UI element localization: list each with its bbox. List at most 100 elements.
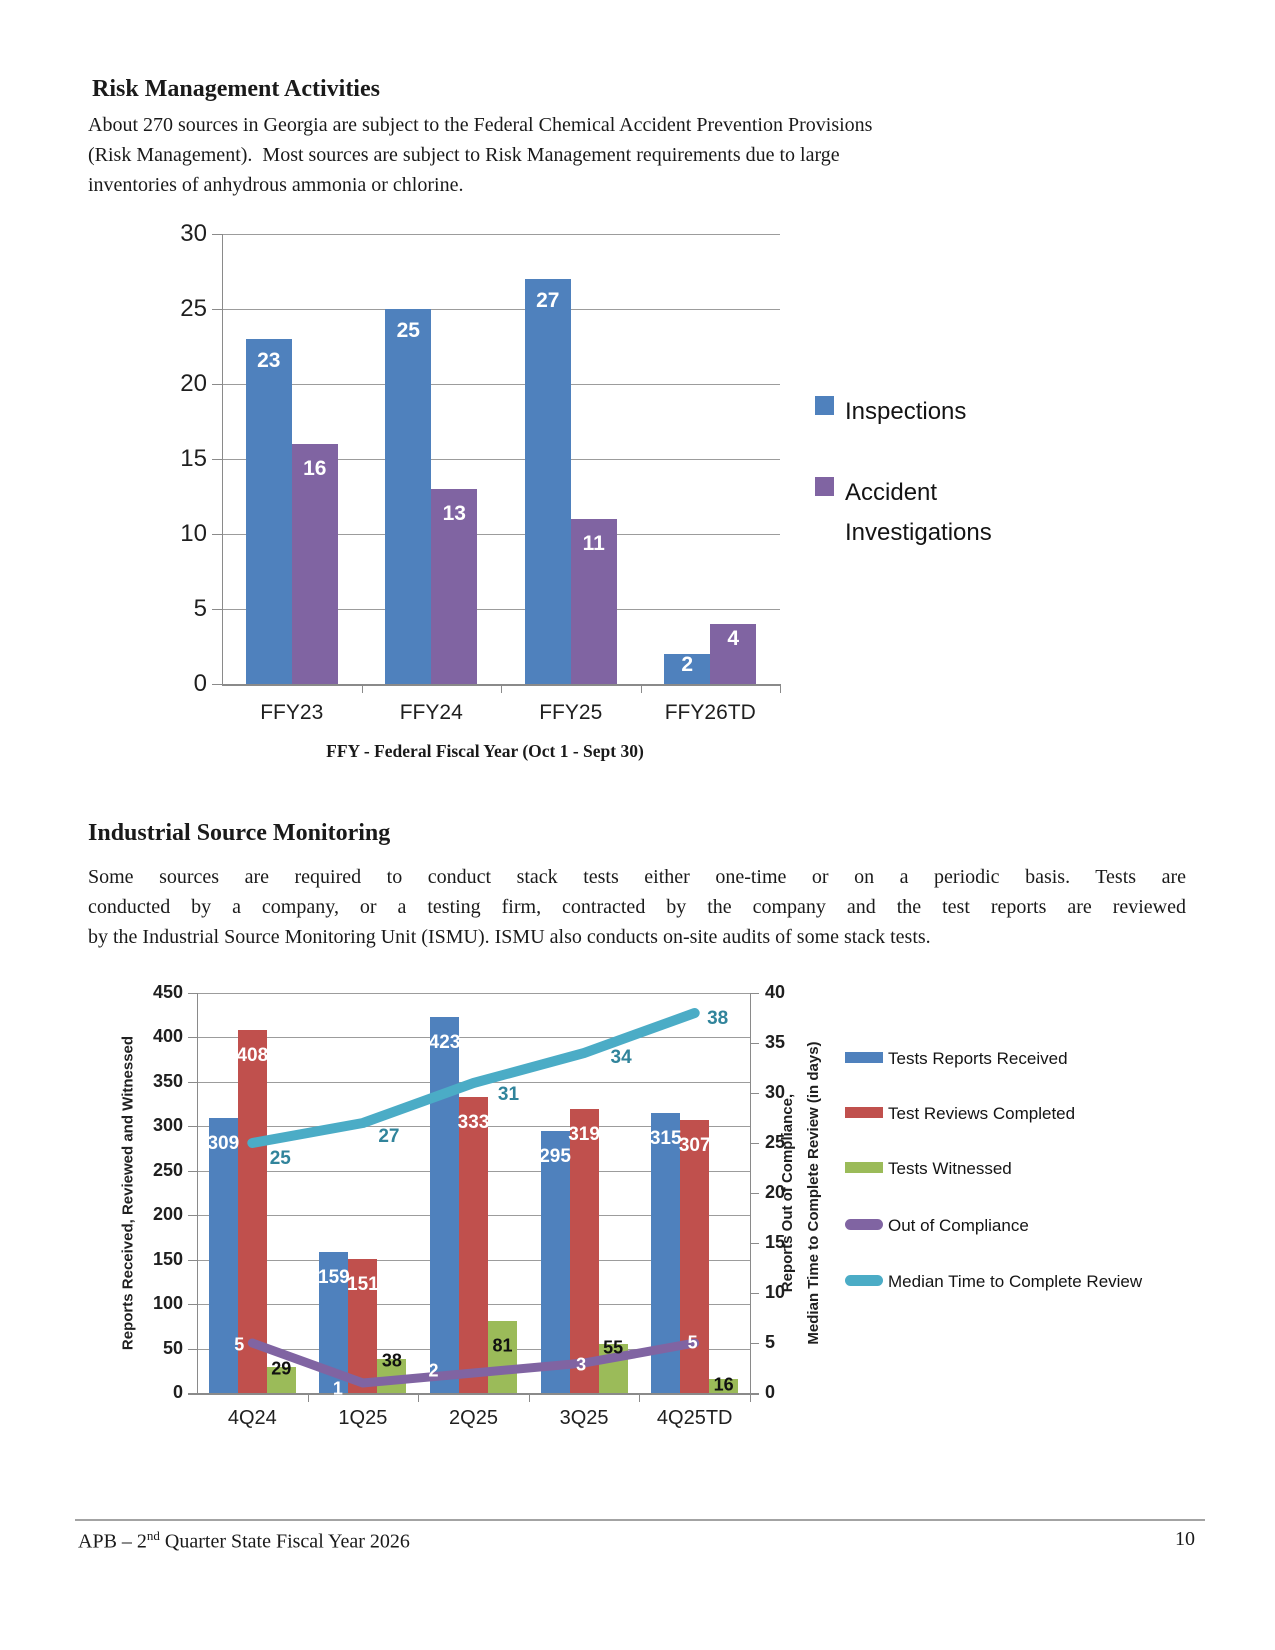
y-axis-tick-mark — [212, 384, 222, 385]
test-reviews-completed-legend-label: Test Reviews Completed — [888, 1104, 1076, 1123]
gridline — [222, 684, 780, 685]
x-axis-tick-mark — [528, 1393, 530, 1402]
inspections-legend-label: Inspections — [845, 398, 967, 425]
median-time-label: 25 — [269, 1148, 291, 1169]
y-axis-tick-label: 10 — [180, 520, 207, 547]
gridline — [222, 384, 780, 385]
y-axis-tick-mark — [212, 309, 222, 310]
tests-witnessed-bar — [266, 1367, 296, 1393]
tests-reports-received-bar-label: 159 — [318, 1266, 350, 1288]
x-axis-tick-mark — [640, 684, 642, 693]
median-time-legend-marker — [845, 1275, 883, 1286]
x-axis-tick-mark — [501, 684, 502, 693]
tests-witnessed-bar-label: 38 — [381, 1350, 402, 1371]
accident-investigations-bar — [431, 489, 478, 684]
tests-reports-received-bar — [208, 1118, 238, 1393]
gridline — [197, 1215, 750, 1217]
x-axis-line — [222, 684, 781, 686]
y-axis-tick-mark — [212, 534, 222, 535]
right-axis-tick-mark — [750, 1393, 759, 1394]
test-reviews-completed-bar — [680, 1120, 710, 1393]
paragraph-line: by the Industrial Source Monitoring Unit… — [88, 926, 931, 948]
median-time-label: 27 — [378, 1126, 400, 1147]
y-axis-tick-mark — [212, 609, 222, 610]
paragraph-line: About 270 sources in Georgia are subject… — [88, 114, 873, 136]
right-axis-tick-label: 5 — [765, 1332, 776, 1352]
tests-reports-received-bar-label: 315 — [649, 1128, 682, 1149]
section-heading-industrial-source-monitoring: Industrial Source Monitoring — [88, 820, 391, 846]
test-reviews-completed-bar — [348, 1258, 378, 1393]
left-axis-tick-mark — [188, 1259, 197, 1261]
x-axis-tick-mark — [361, 684, 363, 693]
right-axis-tick-mark — [750, 1143, 759, 1144]
left-axis-tick-mark — [188, 1215, 197, 1217]
accident-investigations-bar-label: 11 — [582, 532, 605, 555]
left-axis-tick-mark — [188, 1393, 197, 1394]
left-axis-tick-mark — [188, 1348, 197, 1350]
x-axis-tick-mark — [307, 1393, 309, 1402]
left-axis-tick-label: 400 — [152, 1026, 183, 1047]
x-axis-tick-mark — [639, 1393, 641, 1402]
gridline — [197, 1170, 750, 1172]
y-axis-tick-label: 0 — [193, 670, 207, 697]
test-reviews-completed-bar — [569, 1109, 599, 1393]
test-reviews-completed-bar-label: 307 — [678, 1135, 711, 1157]
out-of-compliance-legend-label: Out of Compliance — [888, 1216, 1029, 1235]
left-axis-tick-label: 250 — [152, 1159, 183, 1180]
right-axis-tick-label: 10 — [765, 1282, 786, 1302]
tests-reports-received-legend-marker — [845, 1052, 883, 1063]
tests-reports-received-bar — [319, 1251, 349, 1393]
x-axis-category-label: FFY26TD — [664, 701, 756, 724]
paragraph-line: (Risk Management). Most sources are subj… — [88, 144, 840, 166]
tests-reports-received-bar-label: 295 — [539, 1145, 571, 1167]
tests-witnessed-bar — [377, 1359, 407, 1393]
x-axis-category-label: 4Q25TD — [656, 1407, 733, 1429]
gridline — [197, 1259, 750, 1261]
right-axis-tick-mark — [750, 1343, 759, 1344]
out-of-compliance-label: 3 — [576, 1354, 587, 1375]
right-axis-tick-mark — [750, 993, 759, 994]
accident-investigations-bar-label: 16 — [303, 457, 327, 480]
footer-divider — [75, 1519, 1205, 1521]
out-of-compliance-line — [247, 1338, 700, 1388]
x-axis-category-label: 4Q24 — [227, 1407, 277, 1429]
tests-reports-received-legend-label: Tests Reports Received — [888, 1049, 1068, 1068]
median-time-legend-label: Median Time to Complete Review — [888, 1272, 1143, 1291]
left-axis-tick-label: 150 — [152, 1248, 183, 1269]
left-axis-tick-label: 350 — [152, 1070, 183, 1091]
accident-investigations-legend-label: Accident Investigations — [845, 479, 992, 546]
inspections-bar-label: 25 — [396, 319, 420, 342]
tests-reports-received-bar-label: 423 — [428, 1032, 461, 1053]
x-axis-tick-mark — [418, 1393, 420, 1402]
industrial-source-paragraph: Some sources are required to conduct sta… — [88, 862, 1186, 952]
right-axis-tick-mark — [750, 1043, 759, 1044]
right-axis-tick-mark — [750, 1243, 759, 1244]
x-axis-tick-mark — [780, 684, 781, 693]
accident-investigations-bar — [291, 444, 338, 684]
left-axis-tick-mark — [188, 1081, 197, 1083]
left-axis-tick-label: 450 — [152, 982, 183, 1002]
right-axis-tick-label: 35 — [765, 1032, 786, 1052]
right-axis-tick-mark — [750, 1193, 759, 1194]
y-axis-tick-mark — [212, 459, 222, 460]
gridline — [222, 309, 780, 310]
gridline — [222, 609, 780, 610]
left-axis-tick-mark — [188, 993, 197, 994]
test-reviews-completed-bar-label: 408 — [236, 1045, 269, 1067]
tests-witnessed-bar — [709, 1378, 739, 1393]
tests-reports-received-bar-label: 309 — [207, 1133, 240, 1155]
left-axis-title: Reports Received, Reviewed and Witnessed — [119, 1035, 137, 1351]
out-of-compliance-label: 5 — [234, 1334, 245, 1355]
out-of-compliance-label: 5 — [687, 1332, 698, 1353]
x-axis-category-label: FFY24 — [399, 701, 463, 724]
right-axis-tick-mark — [750, 1093, 759, 1094]
left-axis-line — [197, 993, 198, 1393]
tests-reports-received-bar — [430, 1017, 459, 1393]
out-of-compliance-legend-marker — [845, 1219, 883, 1230]
risk-management-paragraph: About 270 sources in Georgia are subject… — [88, 110, 1188, 200]
right-axis-tick-label: 30 — [765, 1082, 786, 1102]
y-axis-tick-label: 30 — [180, 220, 207, 247]
left-axis-tick-label: 100 — [152, 1293, 183, 1314]
left-axis-tick-label: 0 — [172, 1382, 183, 1402]
gridline — [197, 1037, 750, 1039]
